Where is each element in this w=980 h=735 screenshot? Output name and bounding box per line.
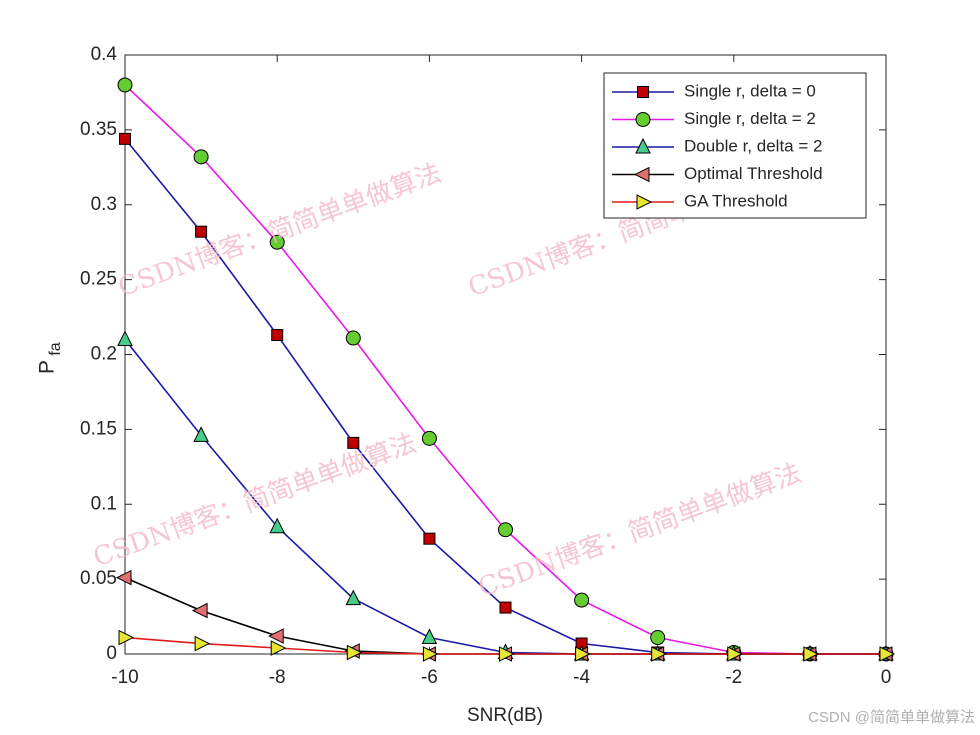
y-tick-label: 0.05	[80, 568, 117, 589]
legend-marker	[633, 166, 650, 183]
marker	[193, 149, 209, 165]
x-tick-label: -8	[269, 667, 286, 688]
marker	[194, 635, 211, 652]
y-tick-label: 0.2	[91, 344, 117, 365]
marker	[423, 532, 436, 545]
legend-label: GA Threshold	[684, 191, 788, 210]
x-tick-label: -2	[725, 667, 742, 688]
marker	[269, 517, 286, 534]
legend-marker	[635, 112, 651, 127]
marker	[191, 602, 208, 619]
marker	[803, 646, 820, 662]
x-tick-label: -10	[111, 667, 138, 688]
watermark: CSDN @简简单单做算法	[808, 708, 975, 726]
marker	[193, 426, 209, 442]
legend-marker	[637, 86, 649, 98]
marker	[271, 329, 284, 342]
marker	[421, 430, 437, 446]
x-tick-label: 0	[881, 667, 892, 688]
marker	[346, 644, 363, 661]
marker	[117, 330, 133, 347]
x-axis-label: SNR(dB)	[467, 705, 543, 726]
marker	[498, 522, 513, 538]
y-tick-label: 0	[106, 643, 117, 664]
y-axis-label-sub: fa	[47, 342, 64, 355]
marker	[119, 132, 131, 145]
marker	[575, 646, 591, 662]
marker	[421, 628, 438, 645]
legend-marker	[635, 137, 651, 154]
marker	[651, 646, 667, 662]
x-tick-label: -4	[573, 667, 590, 688]
y-tick-label: 0.35	[80, 119, 117, 140]
marker	[195, 225, 208, 238]
marker	[345, 589, 362, 606]
marker	[499, 646, 515, 662]
marker	[499, 601, 512, 614]
marker	[727, 646, 743, 662]
legend-label: Single r, delta = 0	[684, 81, 816, 100]
marker	[574, 592, 590, 608]
y-tick-label: 0.25	[80, 269, 117, 290]
marker	[270, 640, 287, 656]
marker	[347, 436, 360, 449]
y-tick-label: 0.1	[91, 493, 117, 514]
marker	[345, 330, 361, 346]
marker	[268, 628, 284, 644]
y-tick-label: 0.4	[91, 44, 118, 65]
legend-label: Single r, delta = 2	[684, 109, 816, 128]
y-tick-label: 0.15	[80, 418, 117, 439]
x-tick-label: -6	[421, 667, 438, 688]
marker	[115, 569, 132, 586]
marker	[118, 629, 135, 646]
marker	[422, 646, 439, 662]
legend-label: Optimal Threshold	[684, 164, 823, 183]
legend-label: Double r, delta = 2	[684, 136, 822, 155]
y-axis-label-main: P	[36, 360, 59, 374]
y-axis-label: P fa	[36, 342, 65, 374]
y-tick-label: 0.3	[91, 194, 117, 215]
legend-marker	[636, 194, 653, 210]
marker	[879, 646, 896, 662]
marker	[650, 630, 666, 646]
marker	[269, 234, 285, 250]
marker	[117, 77, 133, 93]
